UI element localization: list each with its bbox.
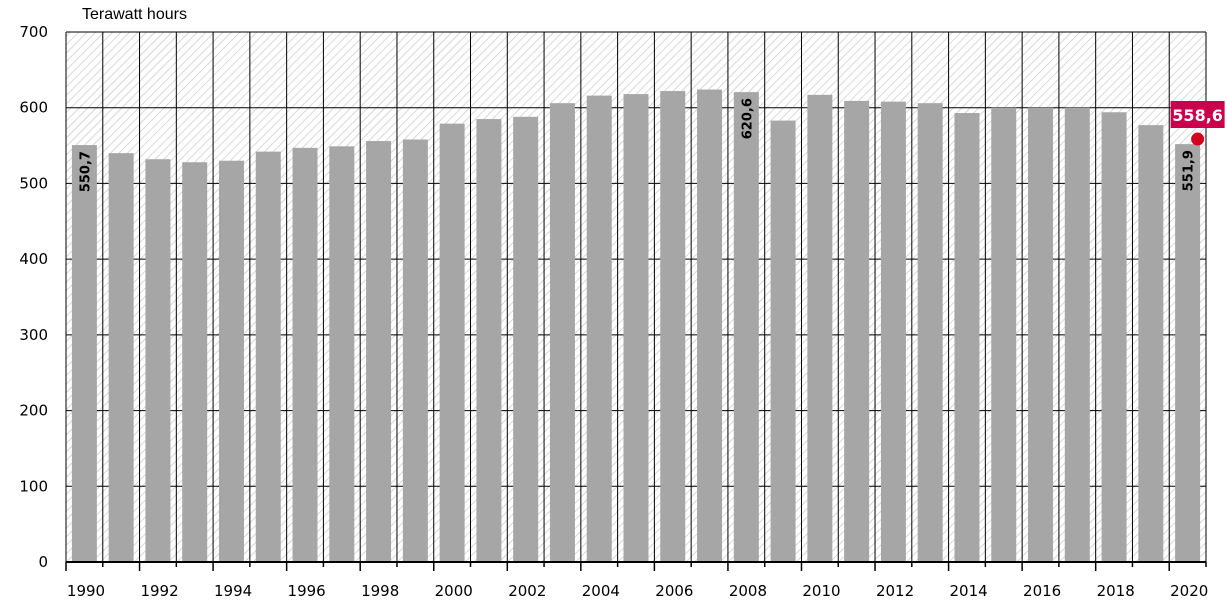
x-tick-label: 2000 bbox=[435, 582, 473, 600]
y-tick-label: 500 bbox=[19, 174, 48, 192]
bar bbox=[513, 116, 539, 563]
bar bbox=[218, 160, 244, 562]
highlight-callout-box bbox=[1170, 101, 1225, 128]
x-tick-label: 1992 bbox=[140, 582, 178, 600]
bar bbox=[549, 103, 575, 563]
x-tick-label: 2008 bbox=[729, 582, 767, 600]
bar bbox=[329, 146, 355, 563]
y-tick-label: 400 bbox=[19, 250, 48, 268]
bar bbox=[844, 100, 870, 563]
data-label: 550,7 bbox=[78, 151, 93, 192]
bar bbox=[991, 107, 1017, 562]
x-tick-label: 2010 bbox=[802, 582, 840, 600]
bar bbox=[623, 94, 649, 562]
y-tick-label: 200 bbox=[19, 402, 48, 420]
bar bbox=[1101, 112, 1127, 562]
x-tick-label: 1994 bbox=[214, 582, 252, 600]
bar bbox=[402, 139, 428, 562]
bar bbox=[71, 145, 97, 562]
bar bbox=[880, 101, 906, 563]
bar bbox=[660, 91, 686, 563]
bar bbox=[476, 119, 502, 563]
bar bbox=[807, 94, 833, 562]
x-tick-label: 2020 bbox=[1170, 582, 1208, 600]
y-tick-label: 300 bbox=[19, 326, 48, 344]
bar bbox=[366, 141, 392, 562]
y-tick-label: 600 bbox=[19, 99, 48, 117]
x-tick-label: 2006 bbox=[655, 582, 693, 600]
y-tick-label: 100 bbox=[19, 477, 48, 495]
highlight-marker bbox=[1191, 132, 1205, 146]
x-tick-label: 2002 bbox=[508, 582, 546, 600]
bar bbox=[954, 113, 980, 562]
x-tick-label: 2012 bbox=[876, 582, 914, 600]
x-tick-label: 1998 bbox=[361, 582, 399, 600]
unit-label-background bbox=[66, 2, 206, 26]
x-tick-label: 2018 bbox=[1097, 582, 1135, 600]
bar bbox=[108, 153, 134, 562]
bar bbox=[1028, 107, 1054, 562]
bar bbox=[292, 147, 318, 563]
data-label: 620,6 bbox=[740, 98, 755, 139]
y-tick-label: 700 bbox=[19, 23, 48, 41]
highlight-callout-label: 558,6 bbox=[1172, 106, 1223, 125]
bar bbox=[439, 123, 465, 562]
axes bbox=[65, 561, 1207, 571]
x-tick-label: 2014 bbox=[949, 582, 987, 600]
x-tick-label: 1990 bbox=[67, 582, 105, 600]
labels: 0 100 200 300 400 500 600 700 1990 1992 1994 1996 19… bbox=[19, 23, 1225, 600]
data-label: 551,9 bbox=[1182, 150, 1197, 191]
bar bbox=[255, 151, 281, 562]
bar bbox=[917, 103, 943, 563]
y-tick-label: 0 bbox=[38, 553, 48, 571]
bar bbox=[1138, 125, 1164, 562]
bar bbox=[697, 89, 723, 563]
bar bbox=[770, 120, 796, 562]
bar bbox=[1064, 107, 1090, 562]
bar bbox=[182, 162, 208, 562]
bar bbox=[733, 92, 759, 563]
bar bbox=[586, 95, 612, 562]
y-axis-unit-label: Terawatt hours bbox=[82, 6, 187, 23]
bar bbox=[1175, 144, 1201, 562]
x-tick-label: 2004 bbox=[582, 582, 620, 600]
x-tick-label: 2016 bbox=[1023, 582, 1061, 600]
x-tick-label: 1996 bbox=[288, 582, 326, 600]
bars bbox=[71, 89, 1201, 563]
bar bbox=[145, 159, 171, 562]
